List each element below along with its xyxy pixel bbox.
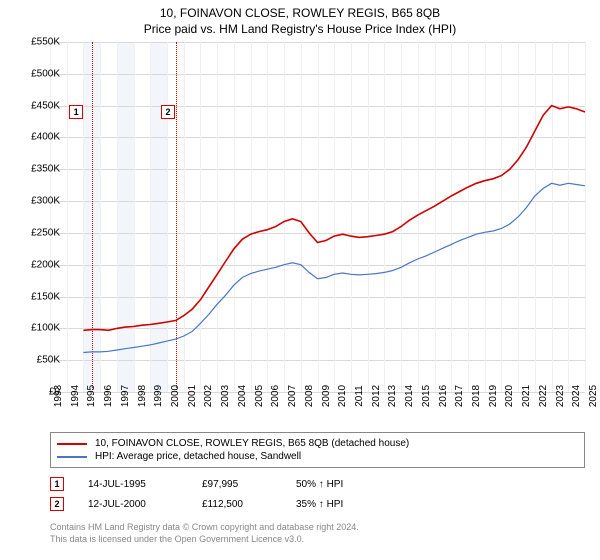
y-axis-label: £100K [31,323,60,334]
transaction-marker: 2 [50,497,64,511]
x-axis-label: 2024 [571,385,582,407]
x-axis-label: 2022 [538,385,549,407]
x-axis-label: 2023 [555,385,566,407]
x-axis-label: 2004 [237,385,248,407]
x-axis-label: 2008 [304,385,315,407]
x-axis-label: 2020 [504,385,515,407]
x-axis-label: 2010 [337,385,348,407]
y-axis-label: £150K [31,291,60,302]
legend-label: 10, FOINAVON CLOSE, ROWLEY REGIS, B65 8Q… [95,438,409,449]
x-axis-label: 2006 [270,385,281,407]
x-axis-label: 2018 [471,385,482,407]
gridline-v [585,42,586,392]
legend-swatch [57,456,87,458]
line-chart-svg [50,42,585,392]
x-axis-label: 2021 [521,385,532,407]
transactions-table: 1 14-JUL-1995 £97,995 50% ↑ HPI 2 12-JUL-2000… [50,474,386,514]
x-axis-label: 2012 [371,385,382,407]
transaction-price: £112,500 [202,499,272,510]
x-axis-label: 2002 [203,385,214,407]
transaction-row: 1 14-JUL-1995 £97,995 50% ↑ HPI [50,474,386,494]
legend-swatch [57,443,87,445]
transaction-price: £97,995 [202,479,272,490]
legend-row: HPI: Average price, detached house, Sand… [57,450,578,463]
x-axis-label: 2005 [254,385,265,407]
y-axis-label: £500K [31,68,60,79]
y-axis-label: £200K [31,259,60,270]
y-axis-label: £400K [31,132,60,143]
x-axis-label: 2019 [488,385,499,407]
legend-row: 10, FOINAVON CLOSE, ROWLEY REGIS, B65 8Q… [57,437,578,450]
x-axis-label: 1995 [86,385,97,407]
legend-label: HPI: Average price, detached house, Sand… [95,451,301,462]
y-axis-label: £300K [31,196,60,207]
x-axis-label: 2013 [387,385,398,407]
x-axis-label: 2001 [187,385,198,407]
y-axis-label: £450K [31,100,60,111]
footer-line-1: Contains HM Land Registry data © Crown c… [50,522,359,534]
transaction-pct: 50% ↑ HPI [296,479,386,490]
x-axis-label: 1998 [137,385,148,407]
y-axis-label: £350K [31,164,60,175]
legend: 10, FOINAVON CLOSE, ROWLEY REGIS, B65 8Q… [50,432,585,468]
transaction-pct: 35% ↑ HPI [296,499,386,510]
x-axis-label: 2003 [220,385,231,407]
transaction-date: 14-JUL-1995 [88,479,178,490]
x-axis-label: 2025 [588,385,599,407]
x-axis-label: 1997 [120,385,131,407]
chart-subtitle: Price paid vs. HM Land Registry's House … [0,20,600,42]
plot-area: 12 [50,42,585,392]
x-axis-label: 2015 [421,385,432,407]
x-axis-label: 2009 [321,385,332,407]
x-axis-label: 1996 [103,385,114,407]
y-axis-label: £50K [37,355,60,366]
x-axis-label: 2014 [404,385,415,407]
y-axis-label: £250K [31,227,60,238]
footer-attribution: Contains HM Land Registry data © Crown c… [50,522,359,545]
series-hpi [83,183,585,352]
x-axis-label: 2007 [287,385,298,407]
x-axis-label: 2000 [170,385,181,407]
series-property [83,106,585,331]
chart-title: 10, FOINAVON CLOSE, ROWLEY REGIS, B65 8Q… [0,0,600,20]
x-axis-label: 1994 [70,385,81,407]
y-axis-label: £550K [31,37,60,48]
transaction-marker: 1 [50,477,64,491]
x-axis-label: 2011 [354,385,365,407]
x-axis-label: 1993 [53,385,64,407]
transaction-date: 12-JUL-2000 [88,499,178,510]
transaction-row: 2 12-JUL-2000 £112,500 35% ↑ HPI [50,494,386,514]
x-axis-label: 2017 [454,385,465,407]
chart-container: 10, FOINAVON CLOSE, ROWLEY REGIS, B65 8Q… [0,0,600,560]
x-axis-label: 1999 [153,385,164,407]
x-axis-label: 2016 [438,385,449,407]
footer-line-2: This data is licensed under the Open Gov… [50,534,359,546]
